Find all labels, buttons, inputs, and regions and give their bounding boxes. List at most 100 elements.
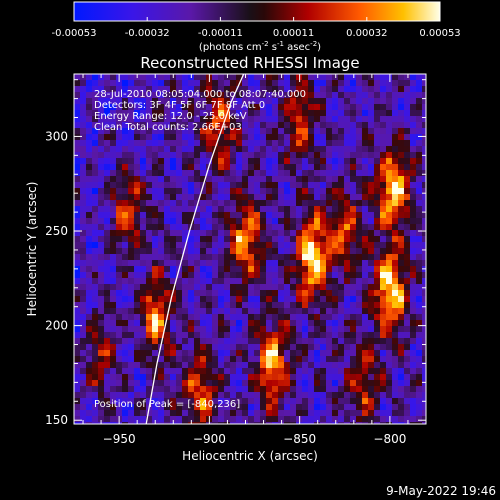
heatmap-cell — [356, 194, 363, 201]
heatmap-cell — [236, 194, 243, 201]
heatmap-cell — [356, 302, 363, 309]
heatmap-cell — [272, 356, 279, 363]
heatmap-cell — [158, 410, 165, 417]
heatmap-cell — [284, 224, 291, 231]
heatmap-cell — [104, 332, 111, 339]
heatmap-cell — [278, 404, 285, 411]
heatmap-cell — [266, 218, 273, 225]
heatmap-cell — [380, 110, 387, 117]
heatmap-cell — [308, 74, 315, 81]
heatmap-cell — [308, 182, 315, 189]
heatmap-cell — [338, 140, 345, 147]
heatmap-cell — [140, 158, 147, 165]
heatmap-cell — [122, 230, 129, 237]
heatmap-cell — [158, 74, 165, 81]
heatmap-cell — [368, 356, 375, 363]
heatmap-cell — [320, 356, 327, 363]
heatmap-cell — [206, 116, 213, 123]
heatmap-cell — [230, 368, 237, 375]
heatmap-cell — [290, 332, 297, 339]
heatmap-cell — [290, 86, 297, 93]
heatmap-cell — [236, 188, 243, 195]
heatmap-cell — [380, 410, 387, 417]
heatmap-cell — [272, 182, 279, 189]
heatmap-cell — [140, 338, 147, 345]
x-tick-label: −800 — [373, 432, 406, 446]
heatmap-cell — [314, 308, 321, 315]
heatmap-cell — [92, 116, 99, 123]
heatmap-cell — [80, 230, 87, 237]
heatmap-cell — [194, 308, 201, 315]
heatmap-cell — [296, 200, 303, 207]
heatmap-cell — [176, 122, 183, 129]
heatmap-cell — [284, 254, 291, 261]
heatmap-cell — [380, 368, 387, 375]
heatmap-cell — [290, 224, 297, 231]
heatmap-cell — [134, 362, 141, 369]
heatmap-cell — [122, 272, 129, 279]
heatmap-cell — [308, 200, 315, 207]
heatmap-cell — [416, 170, 423, 177]
heatmap-cell — [128, 230, 135, 237]
heatmap-cell — [278, 194, 285, 201]
heatmap-cell — [260, 296, 267, 303]
heatmap-cell — [158, 128, 165, 135]
heatmap-cell — [362, 182, 369, 189]
heatmap-cell — [218, 314, 225, 321]
heatmap-cell — [368, 86, 375, 93]
heatmap-cell — [86, 308, 93, 315]
heatmap-cell — [404, 248, 411, 255]
heatmap-cell — [188, 368, 195, 375]
heatmap-cell — [326, 338, 333, 345]
heatmap-cell — [344, 218, 351, 225]
heatmap-cell — [290, 170, 297, 177]
heatmap-cell — [302, 164, 309, 171]
heatmap-cell — [308, 212, 315, 219]
heatmap-cell — [344, 374, 351, 381]
heatmap-cell — [98, 386, 105, 393]
heatmap-cell — [242, 272, 249, 279]
heatmap-cell — [86, 284, 93, 291]
heatmap-cell — [416, 230, 423, 237]
heatmap-cell — [188, 158, 195, 165]
heatmap-cell — [380, 200, 387, 207]
heatmap-cell — [236, 326, 243, 333]
heatmap-cell — [386, 260, 393, 267]
x-tick-label: −950 — [103, 432, 136, 446]
heatmap-cell — [248, 272, 255, 279]
heatmap-cell — [194, 302, 201, 309]
heatmap-cell — [284, 296, 291, 303]
heatmap-cell — [356, 86, 363, 93]
heatmap-cell — [410, 260, 417, 267]
heatmap-cell — [362, 404, 369, 411]
heatmap-cell — [422, 374, 426, 381]
heatmap-cell — [314, 218, 321, 225]
heatmap-cell — [140, 218, 147, 225]
heatmap-cell — [80, 104, 87, 111]
heatmap-cell — [254, 104, 261, 111]
heatmap-cell — [290, 188, 297, 195]
heatmap-cell — [140, 182, 147, 189]
heatmap-cell — [404, 98, 411, 105]
heatmap-cell — [320, 182, 327, 189]
heatmap-cell — [332, 368, 339, 375]
heatmap-cell — [314, 98, 321, 105]
heatmap-cell — [146, 302, 153, 309]
heatmap-cell — [356, 74, 363, 81]
heatmap-cell — [386, 74, 393, 81]
heatmap-cell — [302, 152, 309, 159]
heatmap-cell — [200, 152, 207, 159]
heatmap-cell — [386, 122, 393, 129]
heatmap-cell — [242, 398, 249, 405]
heatmap-cell — [164, 206, 171, 213]
heatmap-cell — [182, 248, 189, 255]
heatmap-cell — [188, 170, 195, 177]
heatmap-cell — [422, 380, 426, 387]
heatmap-cell — [284, 128, 291, 135]
heatmap-cell — [374, 80, 381, 87]
heatmap-cell — [398, 422, 405, 424]
heatmap-cell — [110, 74, 117, 81]
heatmap-cell — [110, 332, 117, 339]
heatmap-cell — [338, 296, 345, 303]
